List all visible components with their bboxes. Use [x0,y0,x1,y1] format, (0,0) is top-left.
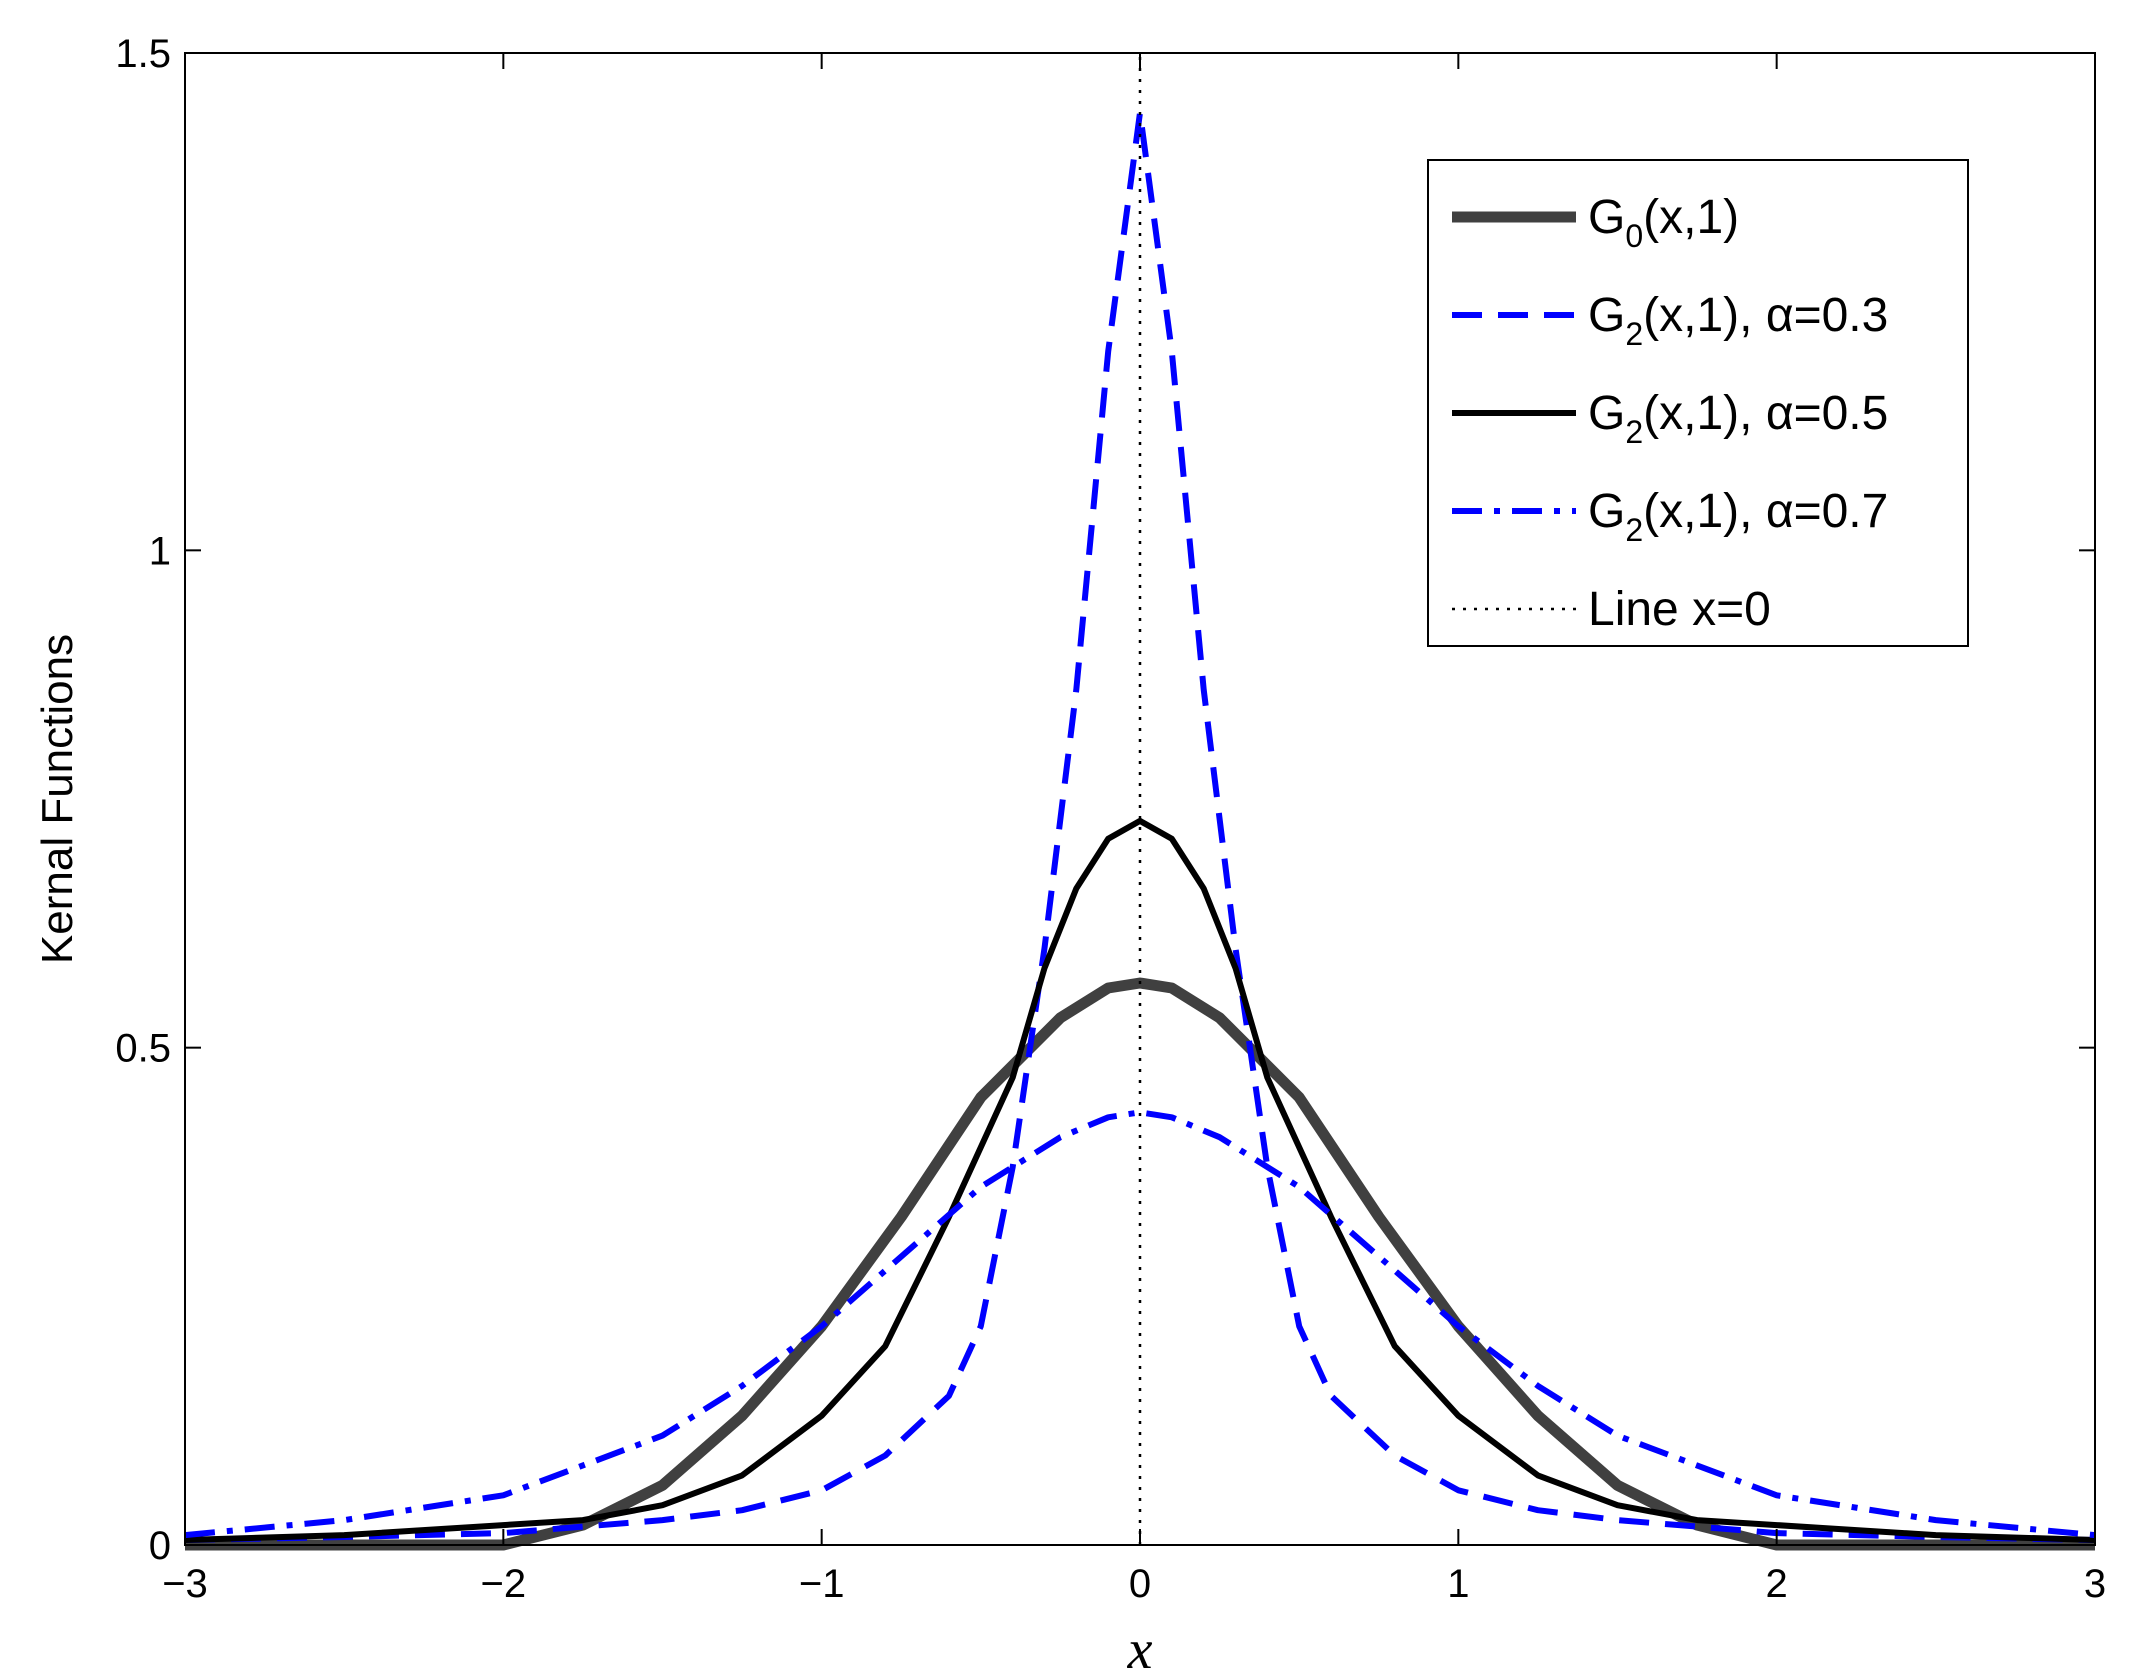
legend-label-1: G2(x,1), α=0.3 [1588,289,1888,352]
legend: G0(x,1) G2(x,1), α=0.3 G2(x,1), α=0.5 G2(x,… [1427,159,1969,647]
y-tick-label: 1.5 [115,32,171,76]
legend-label-3: G2(x,1), α=0.7 [1588,485,1888,548]
y-axis-title: Kernal Functions [33,634,82,964]
legend-label-0: G0(x,1) [1588,191,1739,254]
x-tick-label: 2 [1766,1562,1788,1606]
legend-box [1427,159,1969,647]
x-tick-label: 1 [1447,1562,1469,1606]
y-tick-label: 0.5 [115,1027,171,1071]
legend-label-4: Line x=0 [1588,583,1771,636]
series-line-2 [184,817,2096,1543]
x-axis-title: x [1127,1619,1153,1677]
series-line-3 [184,1109,2096,1539]
y-tick-label: 1 [149,529,171,573]
x-tick-label: −2 [481,1562,527,1606]
x-tick-label: −1 [799,1562,845,1606]
legend-label-2: G2(x,1), α=0.5 [1588,387,1888,450]
x-tick-label: 3 [2084,1562,2106,1606]
x-tick-label: −3 [162,1562,208,1606]
y-tick-label: 0 [149,1524,171,1568]
series-line-1 [184,109,2096,1543]
x-tick-label: 0 [1129,1562,1151,1606]
series-layer [184,53,2096,1551]
axis-ticks: −3 −2 −1 0 1 2 3 0 0.5 1 1.5 [115,32,2106,1606]
